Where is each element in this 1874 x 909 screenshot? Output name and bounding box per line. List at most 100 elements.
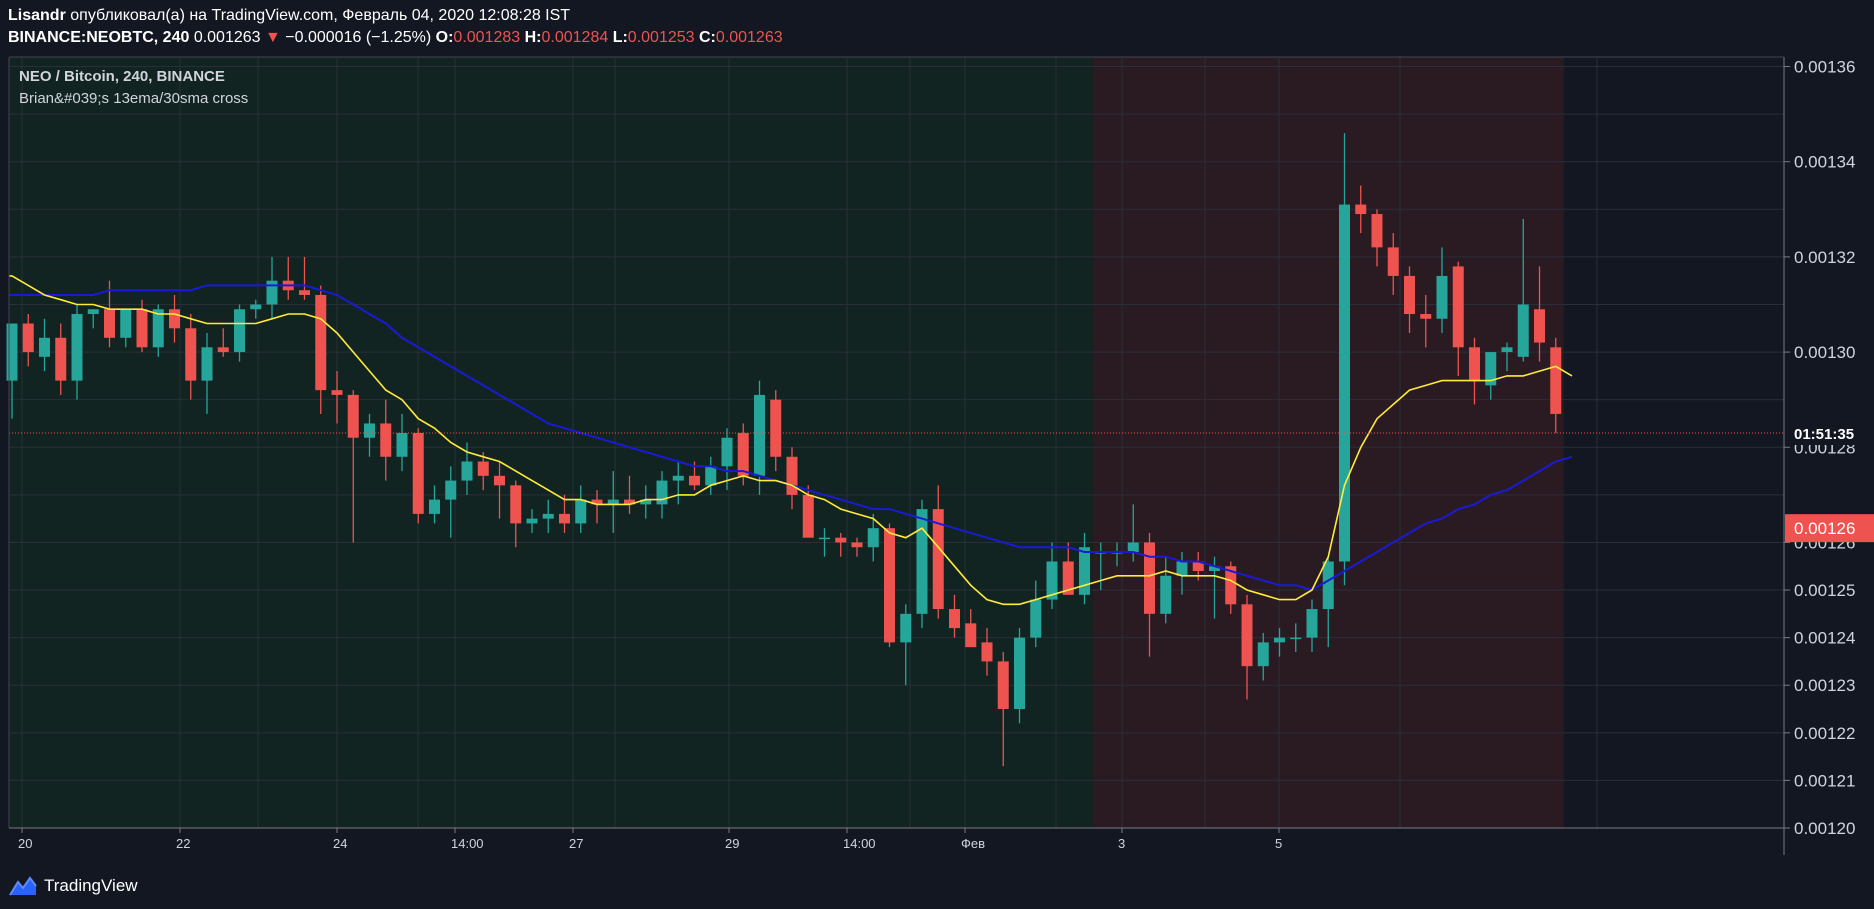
candle-body bbox=[1014, 637, 1025, 710]
candle-body bbox=[1192, 561, 1204, 571]
candle-body bbox=[6, 323, 18, 381]
candle bbox=[1485, 352, 1497, 400]
candle bbox=[705, 456, 717, 495]
brand-label: TradingView bbox=[44, 876, 138, 895]
candle bbox=[672, 461, 684, 505]
candle bbox=[266, 256, 278, 319]
y-tick-label: 0.00125 bbox=[1794, 581, 1855, 600]
candle bbox=[1176, 551, 1188, 595]
candle-body bbox=[71, 314, 83, 381]
candle-body bbox=[867, 528, 879, 548]
candle bbox=[429, 485, 440, 524]
candle bbox=[786, 447, 798, 510]
candle-body bbox=[152, 309, 164, 348]
candle bbox=[445, 466, 457, 538]
candle-body bbox=[201, 347, 213, 381]
candle bbox=[932, 485, 944, 619]
candle-body bbox=[607, 499, 619, 505]
candle-body bbox=[575, 499, 587, 524]
candle-body bbox=[1062, 561, 1074, 595]
candle-body bbox=[185, 328, 197, 381]
candle bbox=[1306, 599, 1318, 652]
candle-body bbox=[900, 613, 912, 643]
price-chart[interactable]: 0.001360.001340.001320.001300.001280.001… bbox=[0, 0, 1874, 860]
candle-body bbox=[1144, 542, 1155, 614]
candle-body bbox=[949, 609, 960, 629]
candle-body bbox=[1079, 547, 1090, 595]
candle-body bbox=[87, 309, 99, 314]
candle-body bbox=[1485, 352, 1497, 386]
x-tick-label: Фев bbox=[961, 836, 985, 851]
candle bbox=[526, 509, 538, 533]
candle bbox=[299, 256, 310, 300]
candle-body bbox=[22, 323, 34, 353]
candle-body bbox=[120, 309, 132, 338]
tradingview-brand[interactable]: TradingView bbox=[8, 875, 138, 897]
candle bbox=[55, 323, 67, 395]
candle-body bbox=[884, 528, 895, 643]
price-change: −0.000016 (−1.25%) bbox=[285, 29, 432, 46]
candle-body bbox=[380, 423, 392, 457]
candle bbox=[867, 513, 879, 562]
candle-body bbox=[770, 399, 782, 457]
candle-body bbox=[981, 642, 993, 662]
candle-body bbox=[542, 513, 554, 519]
candle bbox=[656, 471, 668, 519]
background-regions bbox=[9, 57, 1784, 828]
open-value: 0.001283 bbox=[453, 29, 521, 46]
candle-body bbox=[1550, 347, 1562, 414]
candle-body bbox=[1534, 309, 1545, 343]
candle-body bbox=[851, 542, 863, 548]
countdown-bg bbox=[1785, 420, 1873, 445]
candle-body bbox=[429, 499, 440, 514]
candle-body bbox=[1436, 275, 1448, 319]
candle bbox=[1339, 133, 1350, 586]
candle-body bbox=[591, 499, 603, 505]
close-value: 0.001263 bbox=[715, 29, 783, 46]
candle bbox=[802, 485, 814, 538]
candle bbox=[1550, 337, 1562, 433]
candle-body bbox=[640, 499, 652, 505]
y-tick-label: 0.00124 bbox=[1794, 629, 1855, 648]
signal-region-bearish bbox=[1092, 57, 1564, 828]
candle bbox=[1436, 247, 1448, 334]
candle-body bbox=[331, 390, 343, 395]
candle bbox=[640, 485, 652, 519]
candle-body bbox=[347, 394, 359, 438]
low-value: 0.001253 bbox=[627, 29, 695, 46]
candle-body bbox=[39, 337, 50, 357]
candle-body bbox=[786, 456, 798, 495]
candle bbox=[884, 523, 895, 648]
candle-body bbox=[997, 661, 1009, 710]
candle bbox=[575, 485, 587, 533]
candle bbox=[412, 428, 424, 524]
chart-axes: 0.001360.001340.001320.001300.001280.001… bbox=[8, 56, 1874, 855]
candle bbox=[981, 628, 993, 676]
candle bbox=[39, 318, 50, 372]
candle bbox=[916, 499, 928, 629]
symbol-header: BINANCE:NEOBTC, 240 0.001263 ▼ −0.000016… bbox=[8, 29, 783, 47]
candle bbox=[997, 651, 1009, 767]
candle bbox=[591, 490, 603, 524]
x-tick-label: 29 bbox=[725, 836, 739, 851]
candle-body bbox=[624, 499, 635, 505]
y-tick-label: 0.00123 bbox=[1794, 676, 1855, 695]
tradingview-logo-icon bbox=[9, 876, 37, 896]
legend-title: NEO / Bitcoin, 240, BINANCE bbox=[19, 68, 225, 85]
candle bbox=[396, 413, 408, 472]
y-tick-label: 0.00120 bbox=[1794, 819, 1855, 838]
candle-body bbox=[802, 494, 814, 538]
candle bbox=[185, 314, 197, 400]
candle-body bbox=[672, 475, 684, 481]
candle bbox=[1404, 266, 1415, 334]
candle bbox=[819, 528, 830, 557]
x-tick-label: 5 bbox=[1275, 836, 1282, 851]
open-label: O: bbox=[435, 29, 454, 46]
candle-body bbox=[1241, 604, 1253, 667]
author-name[interactable]: Lisandr bbox=[8, 7, 66, 24]
candle-body bbox=[217, 347, 229, 353]
candle-body bbox=[461, 461, 473, 481]
candle bbox=[71, 304, 83, 400]
candle-body bbox=[819, 537, 830, 540]
x-tick-label: 20 bbox=[18, 836, 32, 851]
